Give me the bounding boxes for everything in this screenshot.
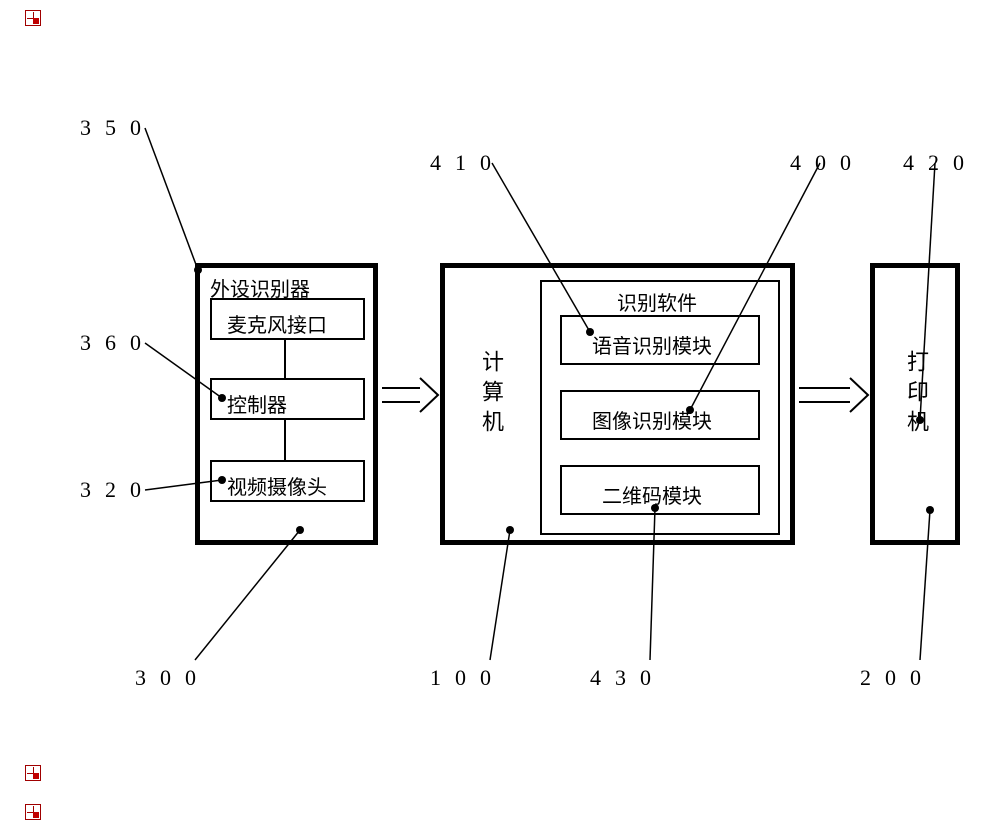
voice-box: 语音识别模块 bbox=[560, 315, 760, 365]
diagram-canvas: 外设识别器 麦克风接口 控制器 视频摄像头 计算机 识别软件 语音识别模块 图像… bbox=[0, 0, 1000, 838]
ref-350: 350 bbox=[80, 115, 155, 141]
corner-marker-icon bbox=[25, 765, 41, 781]
ref-400: 400 bbox=[790, 150, 865, 176]
ref-410: 410 bbox=[430, 150, 505, 176]
software-title: 识别软件 bbox=[617, 287, 697, 316]
qr-box: 二维码模块 bbox=[560, 465, 760, 515]
image-box: 图像识别模块 bbox=[560, 390, 760, 440]
ref-200: 200 bbox=[860, 665, 935, 691]
voice-label: 语音识别模块 bbox=[592, 330, 712, 359]
image-label: 图像识别模块 bbox=[592, 405, 712, 434]
corner-marker-icon bbox=[25, 10, 41, 26]
corner-marker-icon bbox=[25, 804, 41, 820]
ref-100: 100 bbox=[430, 665, 505, 691]
ref-320: 320 bbox=[80, 477, 155, 503]
ref-420: 420 bbox=[903, 150, 978, 176]
mic-label: 麦克风接口 bbox=[227, 309, 327, 338]
qr-label: 二维码模块 bbox=[602, 480, 702, 509]
camera-label: 视频摄像头 bbox=[227, 471, 327, 500]
printer-title: 打印机 bbox=[900, 350, 932, 440]
controller-label: 控制器 bbox=[227, 389, 287, 418]
controller-box: 控制器 bbox=[210, 378, 365, 420]
ref-430: 430 bbox=[590, 665, 665, 691]
mic-box: 麦克风接口 bbox=[210, 298, 365, 340]
camera-box: 视频摄像头 bbox=[210, 460, 365, 502]
ref-360: 360 bbox=[80, 330, 155, 356]
ref-300: 300 bbox=[135, 665, 210, 691]
computer-title: 计算机 bbox=[475, 350, 507, 440]
